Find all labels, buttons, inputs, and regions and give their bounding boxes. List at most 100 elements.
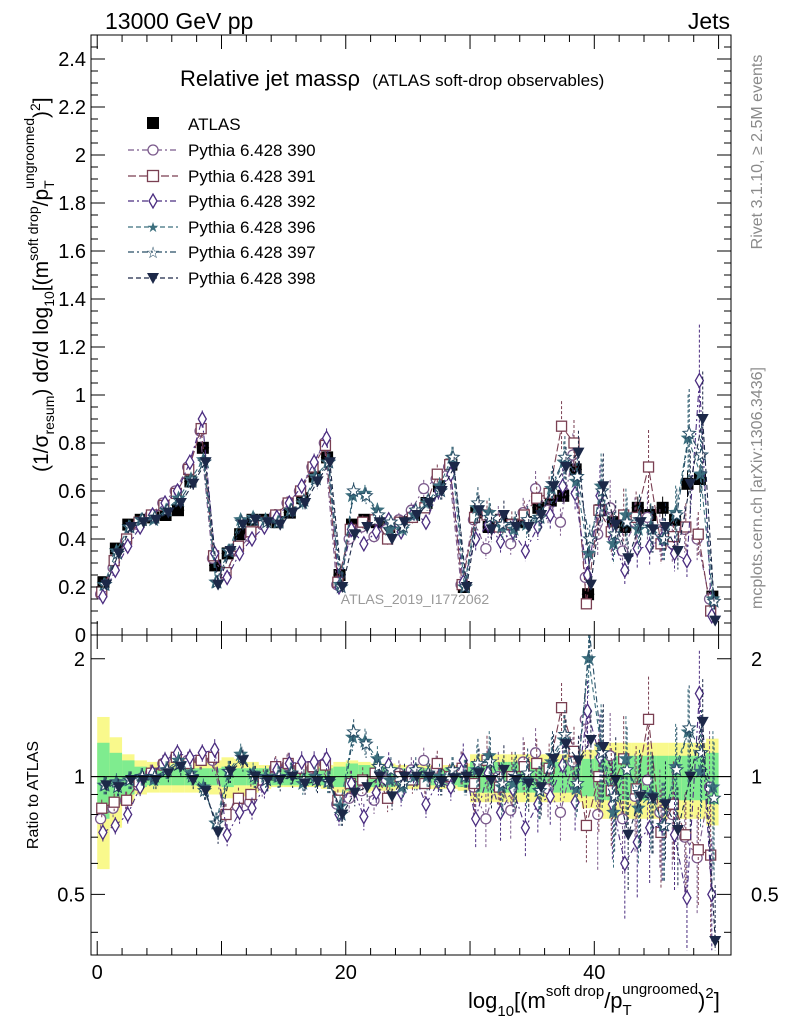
ratio-point [120, 794, 133, 806]
data-point [125, 522, 138, 533]
ratio-point [706, 790, 722, 805]
band-inner-bin [581, 758, 595, 797]
data-point [581, 545, 597, 560]
data-point [309, 453, 319, 471]
ratio-point [580, 819, 593, 832]
main-y-tick-label: 1.4 [58, 289, 86, 311]
ratio-point [510, 774, 523, 786]
plot-title-sub: (ATLAS soft-drop observables) [372, 71, 604, 90]
ratio-point [557, 726, 573, 742]
data-point [261, 517, 274, 529]
ratio-point [311, 776, 324, 788]
data-point [386, 534, 399, 545]
ratio-point [220, 808, 232, 821]
data-point [482, 509, 498, 524]
data-point [684, 478, 697, 490]
ratio-point [209, 815, 225, 830]
ratio-point [149, 774, 162, 786]
data-point [473, 505, 486, 517]
series-397 [97, 389, 722, 612]
header-jets: Jets [688, 8, 730, 34]
legend-label-397: Pythia 6.428 397 [188, 243, 316, 262]
ratio-series-398 [100, 679, 722, 951]
x-axis-label: log10[(msoft drop/pTungroomed)2] [468, 981, 720, 1020]
data-point [224, 546, 237, 557]
data-point [421, 513, 431, 531]
legend-label-atlas: ATLAS [188, 115, 241, 134]
ratio-point [418, 754, 430, 767]
data-point [522, 522, 535, 533]
ratio-point [209, 741, 220, 759]
legend-marker-390 [147, 144, 159, 156]
data-point [682, 552, 692, 569]
x-axis-ticks: 0 20 40 [92, 35, 720, 984]
data-point [222, 569, 232, 586]
ratio-point [620, 855, 630, 872]
ratio-point [96, 802, 108, 814]
ratio-point [125, 774, 138, 786]
ratio-point [162, 768, 175, 780]
ratio-point [348, 787, 361, 799]
data-point [557, 449, 573, 464]
data-point [531, 492, 543, 504]
ratio-point [383, 762, 399, 777]
ratio-point [359, 808, 369, 825]
ratio-point [274, 774, 287, 786]
ratio-point [421, 795, 431, 813]
data-point [669, 507, 685, 522]
data-point [122, 537, 133, 555]
legend-marker-392 [148, 192, 158, 210]
ratio-point [435, 776, 448, 788]
data-point [137, 517, 150, 529]
ratio-point [709, 936, 722, 948]
data-point [445, 449, 461, 464]
ratio-point [642, 713, 655, 726]
data-point [557, 477, 568, 495]
ratio-point [641, 774, 654, 786]
ratio-point [222, 826, 232, 844]
ratio-point [584, 735, 597, 747]
ratio-point [505, 804, 517, 816]
data-point [480, 542, 492, 555]
ratio-point [619, 762, 635, 777]
data-point [149, 514, 162, 526]
ratio-point [197, 744, 208, 762]
ratio-point [94, 813, 107, 825]
legend-item-398: Pythia 6.428 398 [128, 269, 316, 288]
x-tick-label: 40 [583, 962, 605, 984]
ratio-point [371, 784, 382, 801]
ratio-y-tick-label: 0.5 [57, 884, 85, 906]
data-point [580, 598, 593, 610]
ratio-point [309, 753, 319, 771]
ratio-point [569, 775, 585, 790]
data-point [634, 517, 647, 529]
ratio-point [630, 800, 646, 815]
legend-item-391: Pythia 6.428 391 [128, 167, 316, 186]
ratio-point [659, 799, 672, 811]
main-y-tick-label: 0 [75, 625, 86, 647]
data-point [336, 582, 349, 593]
data-point [212, 579, 225, 591]
ratio-point [656, 817, 672, 832]
ratio-point [357, 774, 369, 786]
ratio-point [473, 768, 486, 780]
data-point [348, 529, 361, 541]
main-y-tick-label: 2.2 [58, 97, 86, 119]
data-point [311, 476, 324, 488]
ratio-point [137, 774, 150, 786]
ratio-point [554, 806, 567, 819]
ratio-point [212, 827, 225, 839]
legend-label-392: Pythia 6.428 392 [188, 192, 316, 211]
data-point [296, 477, 307, 495]
main-y-tick-label: 1.2 [58, 337, 86, 359]
data-point [696, 414, 709, 425]
ratio-point [694, 685, 705, 702]
ratio-axis-ticks: 0.5 0.5 1 1 2 2 [57, 649, 779, 933]
data-point [680, 521, 692, 533]
ratio-point [468, 777, 481, 790]
ratio-point [445, 762, 461, 777]
data-point [197, 410, 208, 428]
data-point [236, 519, 249, 531]
data-point [529, 482, 542, 495]
data-point [520, 542, 531, 560]
